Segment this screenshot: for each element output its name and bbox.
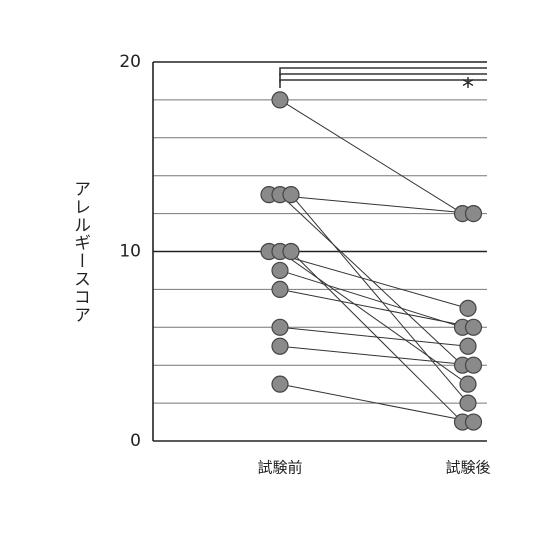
data-point bbox=[271, 261, 289, 280]
data-point bbox=[464, 356, 483, 374]
pair-line bbox=[279, 383, 474, 423]
pair-line bbox=[279, 99, 463, 215]
data-point bbox=[271, 318, 289, 336]
data-point bbox=[271, 375, 289, 393]
y-axis-label: アレルギースコア bbox=[70, 180, 90, 324]
data-point bbox=[271, 280, 289, 298]
significance-bracket bbox=[279, 79, 487, 88]
pair-line bbox=[279, 194, 463, 366]
y-tick-label: 10 bbox=[119, 242, 141, 262]
pair-line bbox=[279, 326, 469, 347]
pair-line bbox=[279, 345, 474, 366]
data-point bbox=[459, 337, 477, 355]
x-tick-label: 試験前 bbox=[257, 459, 302, 477]
data-point bbox=[282, 186, 300, 204]
data-point bbox=[464, 413, 483, 431]
pair-line bbox=[290, 194, 469, 404]
annotation: * bbox=[462, 73, 474, 101]
y-tick-label: 20 bbox=[119, 52, 141, 72]
data-point bbox=[464, 205, 483, 223]
data-point bbox=[459, 299, 477, 317]
data-point bbox=[271, 91, 289, 109]
pair-line bbox=[279, 288, 474, 328]
data-point bbox=[271, 337, 289, 355]
pair-line bbox=[279, 269, 463, 328]
data-point bbox=[459, 394, 477, 412]
data-point bbox=[459, 375, 477, 393]
pair-line bbox=[268, 194, 474, 215]
y-tick-label: 0 bbox=[130, 431, 141, 451]
data-point bbox=[282, 242, 300, 261]
pair-line bbox=[268, 251, 469, 309]
x-tick-label: 試験後 bbox=[445, 459, 490, 477]
data-point bbox=[464, 318, 483, 336]
pair-line bbox=[279, 251, 469, 385]
